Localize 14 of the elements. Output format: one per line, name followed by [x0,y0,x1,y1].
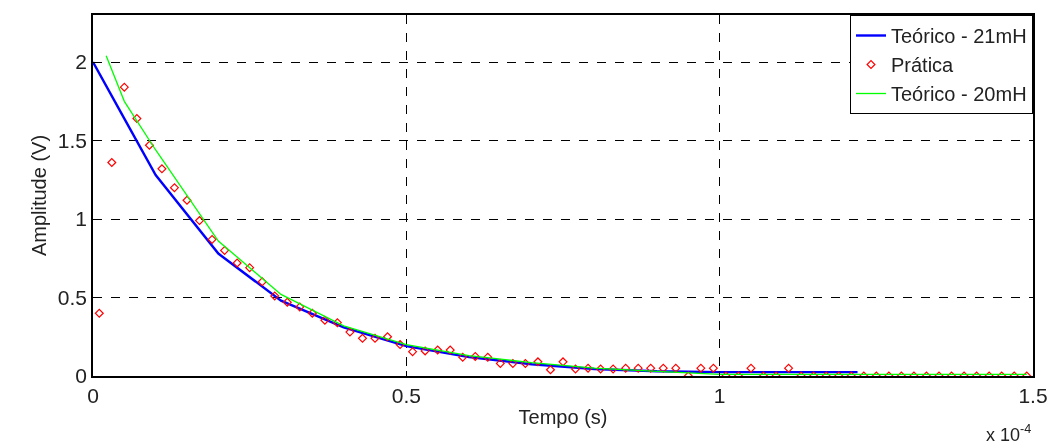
x-tick-label: 0.5 [391,383,421,407]
y-tick-label: 2 [75,50,88,74]
legend-label: Prática [891,54,955,77]
x-axis-title: Tempo (s) [518,405,608,428]
text: x 10$^{-4}$ [986,422,1032,445]
legend-label: Teórico - 21mH [891,25,1027,48]
y-tick-label: 1.5 [57,128,88,152]
y-tick-label: 1 [75,207,88,231]
y-tick-label: 0 [75,364,88,388]
y-axis-title: Amplitude (V) [27,134,50,257]
x-tick-label: 1 [713,383,726,407]
x-tick-label: 1.5 [1018,383,1048,407]
legend-label: Teórico - 20mH [891,83,1027,106]
y-tick-label: 0.5 [57,285,88,309]
